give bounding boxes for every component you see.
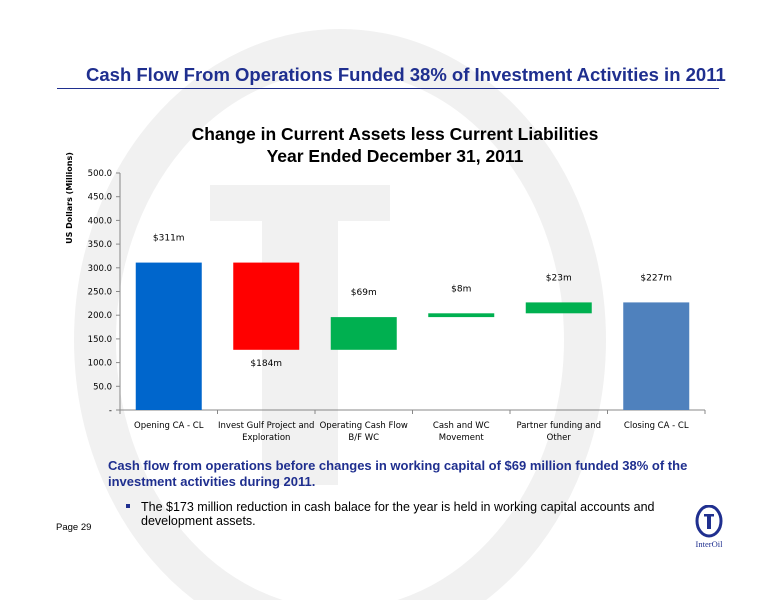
bar-negative — [233, 262, 300, 350]
bar-opening — [135, 262, 202, 410]
summary-text: Cash flow from operations before changes… — [108, 458, 688, 489]
y-tick-label: 150.0 — [88, 335, 112, 345]
x-tick-label: Movement — [439, 433, 485, 443]
data-label: $23m — [546, 273, 572, 283]
title-divider — [57, 88, 719, 89]
x-tick-label: Partner funding and — [516, 421, 601, 431]
x-tick-label: Cash and WC — [433, 421, 490, 431]
y-tick-label: 100.0 — [88, 359, 112, 369]
x-tick-label: Invest Gulf Project and — [218, 421, 314, 431]
y-tick-label: 450.0 — [88, 193, 112, 203]
x-tick-label: Other — [547, 433, 572, 443]
chart-title: Change in Current Assets less Current Li… — [191, 124, 599, 144]
data-label: $227m — [640, 273, 672, 283]
x-tick-label: Opening CA - CL — [134, 421, 204, 431]
y-tick-label: - — [109, 406, 112, 416]
y-tick-label: 300.0 — [88, 264, 112, 274]
waterfall-chart: - 50.0 100.0 150.0 200.0 250.0 300.0 350.0 400.0… — [88, 169, 706, 443]
data-label: $69m — [351, 288, 377, 298]
y-tick-label: 500.0 — [88, 169, 112, 179]
data-label: $184m — [250, 359, 282, 369]
slide-title: Cash Flow From Operations Funded 38% of … — [86, 64, 726, 85]
y-tick-label: 200.0 — [88, 311, 112, 321]
y-tick-label: 50.0 — [93, 382, 112, 392]
y-tick-label: 350.0 — [88, 240, 112, 250]
chart-subtitle: Year Ended December 31, 2011 — [266, 146, 524, 166]
x-tick-label: Operating Cash Flow — [320, 421, 408, 431]
x-tick-label: B/F WC — [348, 433, 379, 443]
bar-positive — [330, 317, 397, 350]
bullet-item: The $173 million reduction in cash balac… — [126, 500, 686, 528]
data-label: $311m — [153, 234, 185, 244]
data-label: $8m — [451, 284, 471, 294]
page-number: Page 29 — [56, 522, 92, 533]
bar-positive — [525, 302, 592, 314]
logo-wordmark: InterOil — [696, 539, 724, 549]
x-tick-label: Closing CA - CL — [624, 421, 689, 431]
bullet-square-icon — [126, 504, 130, 508]
x-tick-label: Exploration — [242, 433, 290, 443]
bar-positive — [428, 313, 495, 318]
bullet-text: The $173 million reduction in cash balac… — [141, 500, 655, 528]
y-tick-label: 250.0 — [88, 288, 112, 298]
interoil-logo: InterOil — [695, 505, 724, 549]
y-tick-label: 400.0 — [88, 216, 112, 226]
bar-closing — [623, 302, 690, 410]
y-axis-label: US Dollars (Millions) — [65, 152, 74, 244]
